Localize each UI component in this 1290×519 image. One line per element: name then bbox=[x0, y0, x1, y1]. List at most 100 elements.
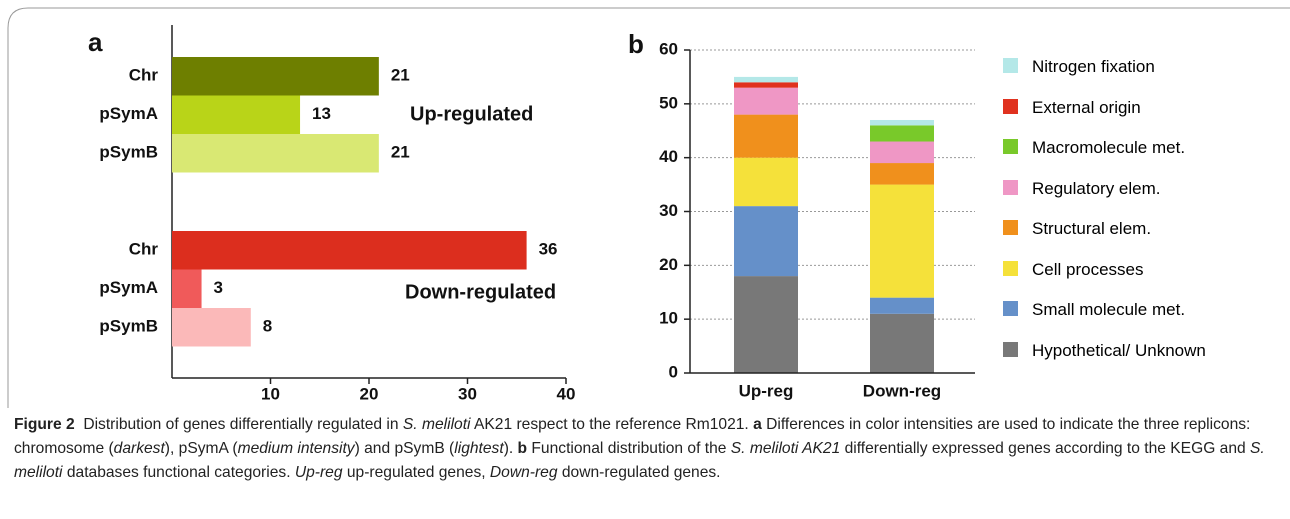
legend-swatch bbox=[1003, 58, 1018, 73]
caption-run: Functional distribution of the bbox=[527, 440, 731, 457]
bar-segment bbox=[734, 276, 798, 373]
y-tick-label: 0 bbox=[669, 362, 678, 381]
panel-label: b bbox=[628, 29, 644, 59]
caption: Figure 2 Distribution of genes different… bbox=[14, 413, 1282, 485]
value-label: 21 bbox=[391, 142, 410, 161]
bar bbox=[172, 231, 527, 270]
legend-label: External origin bbox=[1032, 97, 1141, 117]
y-tick-label: 30 bbox=[659, 201, 678, 220]
y-tick-label: 40 bbox=[659, 147, 678, 166]
legend-label: Small molecule met. bbox=[1032, 300, 1186, 319]
caption-run: up-regulated genes, bbox=[342, 464, 490, 481]
legend-swatch bbox=[1003, 220, 1018, 235]
bar-segment bbox=[870, 184, 934, 298]
legend-item: Structural elem. bbox=[1000, 218, 1240, 259]
caption-run: a bbox=[753, 416, 762, 433]
bar-segment bbox=[734, 114, 798, 158]
caption-run: Distribution of genes differentially reg… bbox=[74, 416, 403, 433]
group-label: Up-regulated bbox=[410, 103, 533, 125]
value-label: 3 bbox=[214, 278, 223, 297]
legend-label: Structural elem. bbox=[1032, 219, 1152, 238]
legend-item: Cell processes bbox=[1000, 259, 1240, 300]
legend-item: Macromolecule met. bbox=[1000, 137, 1240, 178]
legend-label: Macromolecule met. bbox=[1032, 138, 1186, 157]
legend-item: Hypothetical/ Unknown bbox=[1000, 340, 1240, 381]
group-label: Down-regulated bbox=[405, 281, 556, 303]
bar bbox=[172, 269, 202, 308]
legend-label: Hypothetical/ Unknown bbox=[1032, 340, 1206, 360]
caption-run: S. meliloti bbox=[14, 440, 1270, 481]
bar-segment bbox=[734, 157, 798, 207]
legend-swatch bbox=[1003, 98, 1018, 114]
x-tick-label: 20 bbox=[360, 384, 379, 403]
caption-run: ). bbox=[503, 440, 518, 457]
caption-run: S. meliloti AK21 bbox=[730, 440, 841, 457]
legend-item: Small molecule met. bbox=[1000, 299, 1240, 340]
legend-item: External origin bbox=[1000, 97, 1240, 138]
legend-label: Cell processes bbox=[1032, 259, 1144, 279]
value-label: 36 bbox=[539, 239, 558, 258]
caption-run: darkest bbox=[113, 440, 165, 457]
bar-segment bbox=[734, 82, 798, 88]
caption-run: Down-reg bbox=[489, 464, 558, 481]
value-label: 13 bbox=[312, 104, 331, 123]
bar bbox=[172, 95, 301, 134]
x-tick-label: 40 bbox=[557, 384, 576, 403]
x-tick-label: 10 bbox=[261, 384, 280, 403]
bar-segment bbox=[870, 163, 934, 185]
y-tick-label: 20 bbox=[659, 255, 678, 274]
bar-segment bbox=[870, 313, 934, 373]
panel-label: a bbox=[88, 27, 103, 57]
bar-segment bbox=[870, 297, 934, 314]
y-tick-label: 50 bbox=[659, 93, 678, 112]
category-label: pSymA bbox=[99, 104, 158, 123]
legend-swatch bbox=[1003, 179, 1018, 195]
y-tick-label: 10 bbox=[659, 309, 678, 328]
value-label: 21 bbox=[391, 65, 410, 84]
legend-label: Nitrogen fixation bbox=[1032, 57, 1155, 76]
caption-run: differentially expressed genes according… bbox=[840, 440, 1251, 457]
bar-segment bbox=[870, 125, 934, 142]
legend-swatch bbox=[1003, 260, 1018, 276]
caption-run: AK21 respect to the reference Rm1021. bbox=[470, 416, 754, 433]
bar bbox=[172, 308, 251, 347]
value-label: 8 bbox=[263, 316, 272, 335]
category-label: pSymB bbox=[99, 316, 158, 335]
legend-swatch bbox=[1003, 341, 1018, 357]
legend-item: Nitrogen fixation bbox=[1000, 56, 1240, 97]
x-tick-label: 30 bbox=[458, 384, 477, 403]
frame bbox=[7, 7, 1290, 408]
bar-segment bbox=[734, 206, 798, 277]
bar-segment bbox=[870, 119, 934, 126]
caption-run: Differences in color intensities are use… bbox=[14, 416, 1255, 457]
caption-run: down-regulated genes. bbox=[557, 464, 721, 481]
caption-run: databases functional categories. bbox=[62, 464, 295, 481]
category-label: Chr bbox=[129, 65, 159, 84]
legend-swatch bbox=[1003, 139, 1018, 154]
bar-segment bbox=[870, 141, 934, 164]
x-tick-label: Up-reg bbox=[739, 381, 794, 400]
bar-segment bbox=[734, 87, 798, 115]
category-label: pSymA bbox=[99, 278, 158, 297]
caption-run: ), pSymA ( bbox=[164, 440, 238, 457]
caption-run: lightest bbox=[454, 440, 504, 457]
legend-swatch bbox=[1003, 301, 1018, 316]
caption-run: medium intensity bbox=[237, 440, 355, 457]
bar-segment bbox=[734, 76, 798, 83]
category-label: pSymB bbox=[99, 142, 158, 161]
caption-run: Figure 2 bbox=[14, 416, 75, 433]
x-tick-label: Down-reg bbox=[863, 381, 941, 400]
legend: Nitrogen fixation External origin Macromol… bbox=[1000, 56, 1240, 380]
caption-run: Up-reg bbox=[294, 464, 343, 481]
category-label: Chr bbox=[129, 239, 159, 258]
legend-item: Regulatory elem. bbox=[1000, 178, 1240, 219]
caption-run: ) and pSymB ( bbox=[354, 440, 455, 457]
bar bbox=[172, 134, 379, 173]
y-tick-label: 60 bbox=[659, 39, 678, 58]
bar bbox=[172, 57, 379, 96]
caption-run: S. meliloti bbox=[402, 416, 471, 433]
caption-run: b bbox=[517, 440, 528, 457]
legend-label: Regulatory elem. bbox=[1032, 178, 1161, 198]
